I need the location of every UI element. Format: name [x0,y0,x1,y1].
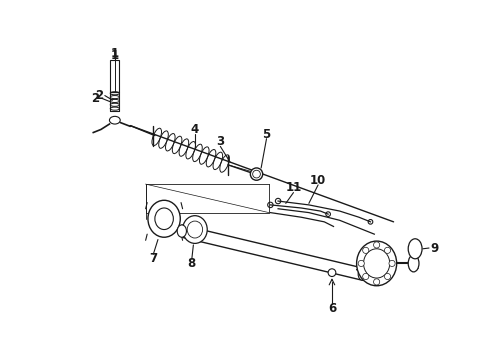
Ellipse shape [408,255,419,272]
Ellipse shape [408,239,422,259]
Ellipse shape [364,249,390,278]
Ellipse shape [183,216,207,243]
Text: 5: 5 [263,127,270,140]
Text: 2: 2 [91,92,99,105]
Text: 6: 6 [328,302,336,315]
Ellipse shape [363,273,369,280]
Text: 10: 10 [310,174,326,187]
Text: 8: 8 [188,257,196,270]
Ellipse shape [109,116,120,124]
Ellipse shape [357,241,397,286]
Text: 1: 1 [111,47,119,60]
Ellipse shape [177,225,187,237]
Ellipse shape [155,208,173,230]
Ellipse shape [373,242,380,248]
Ellipse shape [363,247,369,253]
Text: 7: 7 [149,252,157,265]
Text: 2: 2 [96,89,103,102]
Ellipse shape [389,260,395,266]
Ellipse shape [148,200,180,237]
Ellipse shape [385,247,391,253]
Ellipse shape [358,268,368,280]
Ellipse shape [250,168,263,180]
Ellipse shape [385,273,391,280]
Ellipse shape [358,260,365,266]
Text: 4: 4 [191,123,199,136]
Text: 9: 9 [431,242,439,255]
Text: 11: 11 [285,181,302,194]
Ellipse shape [187,221,203,238]
Text: 1: 1 [111,49,119,62]
Text: 3: 3 [216,135,224,148]
Ellipse shape [328,269,336,276]
Ellipse shape [373,279,380,285]
